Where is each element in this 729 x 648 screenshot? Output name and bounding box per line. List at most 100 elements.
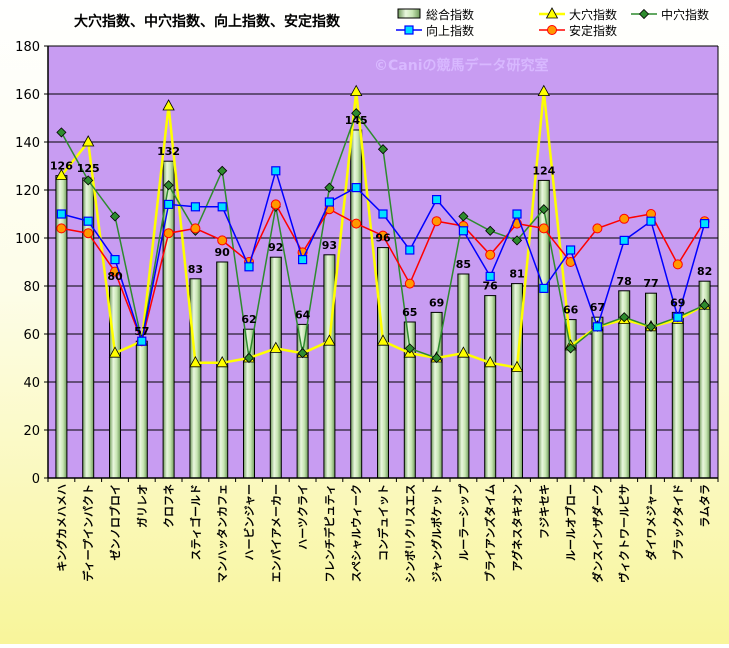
point-marker xyxy=(645,321,657,332)
lines xyxy=(55,84,711,373)
point-marker xyxy=(83,228,94,239)
x-tick-label: アグネスタキオン xyxy=(510,484,524,571)
bar xyxy=(189,278,202,479)
data-label: 64 xyxy=(295,308,311,321)
x-tick-label: ジャングルポケット xyxy=(430,484,444,582)
point-marker xyxy=(270,199,281,210)
bar xyxy=(457,273,470,479)
chart-title: 大穴指数、中穴指数、向上指数、安定指数 xyxy=(74,13,341,30)
point-marker xyxy=(324,182,335,193)
point-marker xyxy=(378,230,388,241)
data-label: 125 xyxy=(77,162,100,175)
bar xyxy=(671,311,684,479)
data-label: 96 xyxy=(375,232,391,245)
data-label: 132 xyxy=(157,145,180,158)
data-label: 93 xyxy=(322,239,337,252)
point-marker xyxy=(537,84,550,96)
y-tick-label: 120 xyxy=(15,184,40,199)
data-label: 126 xyxy=(50,160,73,173)
x-tick-label: スティゴールド xyxy=(188,484,202,560)
point-marker xyxy=(511,235,523,246)
point-marker xyxy=(243,352,255,364)
point-marker xyxy=(378,209,388,219)
legend-item: 総合指数 xyxy=(397,7,474,22)
point-marker xyxy=(271,166,281,176)
y-tick-label: 60 xyxy=(23,328,40,343)
point-marker xyxy=(458,226,468,236)
point-marker xyxy=(110,255,120,265)
point-marker xyxy=(297,348,308,359)
x-tick-label: スペシャルウィーク xyxy=(350,484,363,582)
point-marker xyxy=(547,25,557,35)
legend-label: 向上指数 xyxy=(426,23,474,38)
watermark: ©Caniの競馬データ研究室 xyxy=(374,57,549,74)
x-tick-label: ゼンノロブロイ xyxy=(108,484,122,560)
legend-label: 総合指数 xyxy=(426,7,474,22)
point-marker xyxy=(323,334,336,346)
data-label: 57 xyxy=(134,325,149,338)
bar xyxy=(135,340,148,479)
data-label: 124 xyxy=(532,164,555,177)
point-marker xyxy=(457,346,470,358)
data-label: 69 xyxy=(429,296,444,309)
x-tick-label: ディープインパクト xyxy=(81,484,95,582)
point-marker xyxy=(538,204,549,215)
point-marker xyxy=(485,225,496,236)
data-label: 65 xyxy=(402,306,417,319)
y-tick-label: 40 xyxy=(23,376,40,391)
point-marker xyxy=(164,199,174,209)
bar xyxy=(55,175,68,479)
x-tick-label: クロフネ xyxy=(163,484,176,528)
point-marker xyxy=(83,216,93,226)
point-marker xyxy=(672,259,683,270)
x-tick-label: ダイワメジャー xyxy=(644,484,658,560)
x-tick-label: キングカメハメハ xyxy=(54,484,68,572)
point-marker xyxy=(269,341,282,353)
data-label: 66 xyxy=(563,304,579,317)
point-marker xyxy=(56,127,67,138)
bar xyxy=(216,261,229,479)
data-label: 145 xyxy=(345,114,368,127)
x-tick-label: ブライアンズタイム xyxy=(483,484,497,582)
y-tick-label: 160 xyxy=(15,88,40,103)
data-label: 83 xyxy=(188,263,203,276)
data-label: 92 xyxy=(268,241,283,254)
data-label: 67 xyxy=(590,301,605,314)
legend-item: 向上指数 xyxy=(396,23,474,38)
point-marker xyxy=(673,312,683,322)
point-marker xyxy=(83,175,94,186)
x-tick-label: ラムタラ xyxy=(699,484,712,528)
data-label: 82 xyxy=(697,265,712,278)
y-tick-label: 100 xyxy=(15,232,40,247)
legend-label: 中穴指数 xyxy=(661,7,709,22)
point-marker xyxy=(484,355,497,368)
point-marker xyxy=(298,255,308,265)
point-marker xyxy=(56,209,67,219)
x-tick-label: ブラックタイド xyxy=(671,484,685,561)
x-tick-label: エンパイアメーカー xyxy=(270,484,283,582)
point-marker xyxy=(545,7,559,19)
bar xyxy=(269,256,282,479)
point-marker xyxy=(699,300,710,311)
point-marker xyxy=(565,343,576,354)
y-tick-label: 140 xyxy=(15,136,40,151)
point-marker xyxy=(431,352,442,364)
point-marker xyxy=(404,278,415,289)
point-marker xyxy=(244,262,254,272)
series-line xyxy=(56,166,710,346)
point-marker xyxy=(485,271,495,281)
point-marker xyxy=(565,245,576,255)
point-marker xyxy=(56,223,67,234)
x-tick-label: ヴィクトワールピサ xyxy=(617,484,631,583)
point-marker xyxy=(189,355,202,368)
data-label: 62 xyxy=(241,313,256,326)
bar xyxy=(377,247,389,479)
point-marker xyxy=(638,8,650,20)
x-tick-labels: キングカメハメハ ディープインパクト ゼンノロブロイ ガリレオ クロフネ スティゴールドマ… xyxy=(54,483,711,583)
point-marker xyxy=(592,322,603,332)
point-marker xyxy=(137,336,147,346)
point-marker xyxy=(190,202,200,212)
point-marker xyxy=(162,99,175,111)
data-label: 80 xyxy=(107,270,123,283)
legend-item: 安定指数 xyxy=(539,23,617,38)
